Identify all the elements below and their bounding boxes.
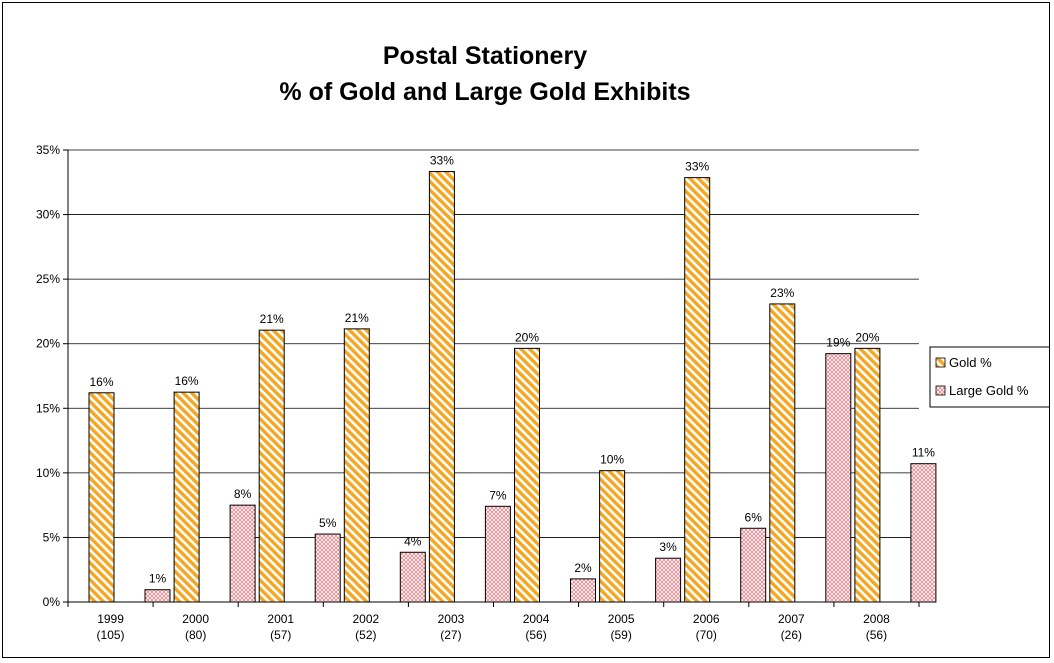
legend-swatch-gold — [935, 357, 946, 368]
x-tick-sublabel: (80) — [185, 628, 206, 642]
chart: Postal Stationery % of Gold and Large Go… — [36, 42, 1049, 642]
x-tick-label: 2001 — [267, 612, 294, 626]
bar-large-gold — [655, 557, 682, 603]
x-tick-sublabel: (105) — [97, 628, 125, 642]
bar-large-gold — [484, 505, 511, 603]
bar-large-gold — [229, 504, 256, 603]
data-label-large-gold: 5% — [319, 516, 337, 530]
data-label-large-gold: 8% — [234, 487, 252, 501]
x-tick-label: 2002 — [352, 612, 379, 626]
x-tick-sublabel: (56) — [525, 628, 546, 642]
x-tick-label: 2004 — [523, 612, 550, 626]
data-label-gold: 23% — [770, 286, 794, 300]
y-tick-label: 5% — [43, 530, 61, 544]
x-tick-sublabel: (27) — [440, 628, 461, 642]
legend-box — [929, 346, 1049, 408]
bar-gold — [684, 177, 711, 603]
data-label-gold: 20% — [855, 330, 879, 344]
legend-label-gold: Gold % — [949, 355, 992, 370]
chart-title: Postal Stationery — [383, 42, 587, 70]
bar-large-gold — [825, 353, 852, 603]
chart-subtitle: % of Gold and Large Gold Exhibits — [279, 78, 690, 106]
data-labels: 16% 1% 16% 8% 21% 5% 21% 4% 33% 7% 20% 2% 10% 3% 33% 6%… — [89, 154, 935, 586]
x-tick-label: 2007 — [778, 612, 805, 626]
legend-swatch-large-gold — [935, 385, 946, 396]
x-tick-label: 2000 — [182, 612, 209, 626]
data-label-large-gold: 4% — [404, 534, 422, 548]
data-label-gold: 16% — [175, 374, 199, 388]
x-tick-sublabel: (56) — [866, 628, 887, 642]
x-tick-label: 2005 — [608, 612, 635, 626]
y-tick-label: 20% — [36, 337, 60, 351]
y-tick-label: 25% — [36, 272, 60, 286]
bar-large-gold — [910, 463, 937, 603]
data-label-gold: 21% — [260, 312, 284, 326]
bar-gold — [173, 391, 200, 603]
y-tick-label: 30% — [36, 208, 60, 222]
x-tick-label: 1999 — [97, 612, 124, 626]
bar-gold — [514, 347, 540, 603]
data-label-large-gold: 1% — [149, 572, 167, 586]
bar-gold — [854, 347, 881, 603]
data-label-gold: 21% — [345, 311, 369, 325]
bar-gold — [428, 171, 455, 603]
data-label-large-gold: 19% — [826, 336, 850, 350]
x-tick-label: 2008 — [863, 612, 890, 626]
bar-large-gold — [570, 578, 596, 603]
bar-large-gold — [740, 527, 767, 603]
bar-large-gold — [399, 551, 426, 603]
data-label-large-gold: 3% — [659, 540, 677, 554]
gridlines — [68, 149, 919, 538]
data-label-gold: 33% — [685, 160, 709, 174]
bar-large-gold — [314, 533, 341, 603]
data-label-gold: 16% — [89, 375, 113, 389]
data-label-gold: 20% — [515, 330, 539, 344]
x-tick-label: 2003 — [438, 612, 465, 626]
x-tick-sublabel: (57) — [270, 628, 291, 642]
bar-gold — [343, 328, 370, 603]
x-tick-sublabel: (59) — [610, 628, 631, 642]
bar-gold — [88, 392, 115, 603]
bar-gold — [599, 470, 626, 603]
data-label-large-gold: 11% — [912, 446, 935, 460]
legend: Gold % Large Gold % — [929, 346, 1049, 408]
axes: 0% 5% 10% 15% 20% 25% 30% 35% 1999 (105) 2000 (80) 2… — [36, 143, 920, 642]
bar-gold — [769, 303, 796, 603]
x-tick-label: 2006 — [693, 612, 720, 626]
legend-label-large-gold: Large Gold % — [949, 383, 1029, 398]
x-tick-sublabel: (52) — [355, 628, 376, 642]
y-tick-label: 0% — [43, 595, 61, 609]
y-tick-label: 15% — [36, 401, 60, 415]
x-tick-sublabel: (70) — [696, 628, 717, 642]
y-tick-label: 35% — [36, 143, 60, 157]
data-label-large-gold: 2% — [574, 561, 592, 575]
data-label-gold: 10% — [600, 453, 624, 467]
bar-gold — [258, 329, 285, 603]
data-label-large-gold: 6% — [745, 510, 763, 524]
data-label-large-gold: 7% — [489, 488, 507, 502]
bar-large-gold — [144, 589, 171, 603]
data-label-gold: 33% — [430, 154, 454, 168]
x-tick-sublabel: (26) — [781, 628, 802, 642]
y-tick-label: 10% — [36, 466, 60, 480]
